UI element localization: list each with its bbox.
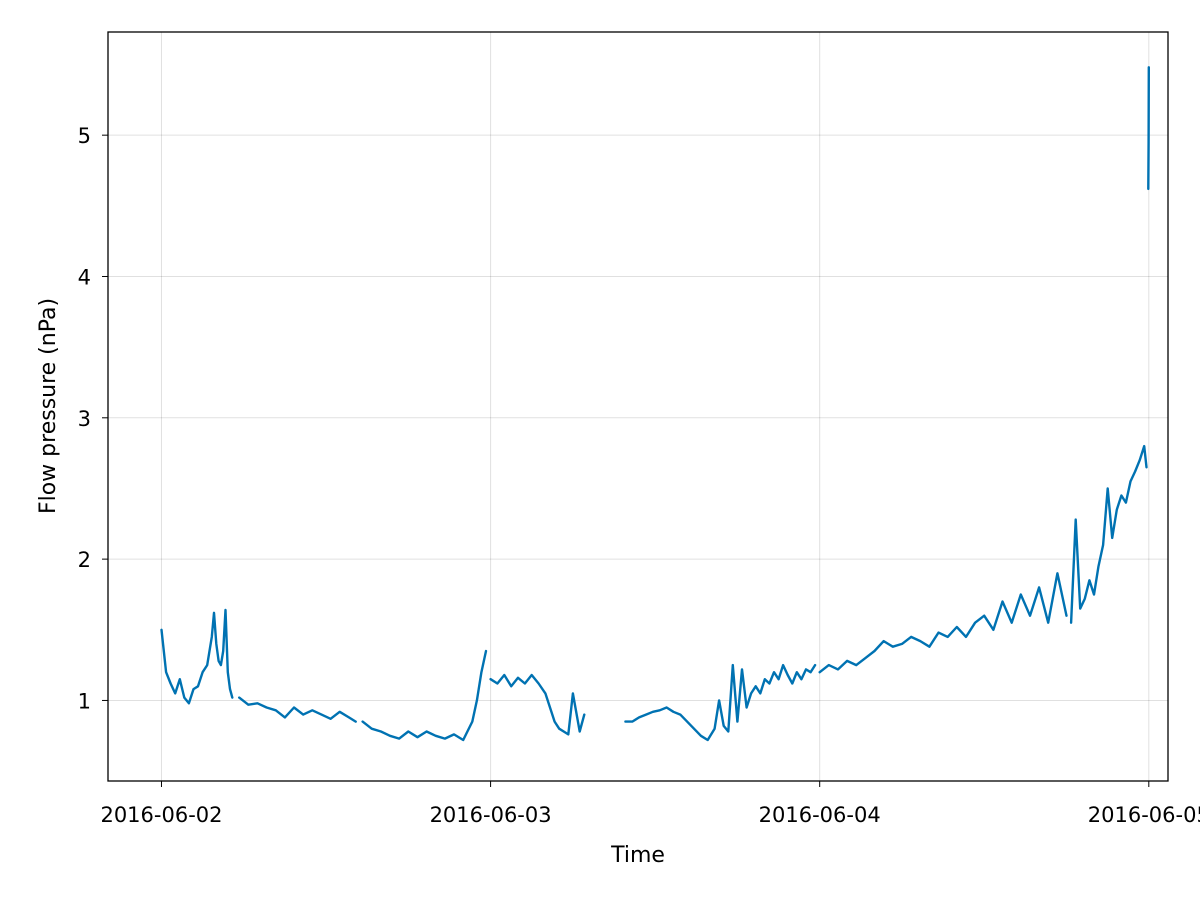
series-line-segment [1147,66,1150,191]
y-axis-title: Flow pressure (nPa) [36,298,61,514]
series-line-segment [489,673,586,736]
y-tick-label: 1 [78,689,91,713]
series-line-segment [361,649,488,742]
series-line-segment [624,663,817,742]
y-tick-label: 2 [78,548,91,572]
series-layer [160,66,1150,742]
series-line-segment [818,572,1068,674]
x-tick-label: 2016-06-02 [100,803,222,827]
series-line-segment [1069,444,1148,624]
series-line-segment [238,696,357,723]
y-tick-label: 4 [78,265,91,289]
plot-frame [107,31,1169,782]
y-tick-label: 5 [78,124,91,148]
y-tick-label: 3 [78,407,91,431]
y-axis: 1 2 3 4 5 [78,124,108,713]
series-line-segment [160,608,234,705]
x-axis-title: Time [610,843,665,868]
x-axis: 2016-06-02 2016-06-03 2016-06-04 2016-06-05 [100,781,1200,827]
x-tick-label: 2016-06-05 [1088,803,1200,827]
grid-lines [108,32,1168,781]
x-tick-label: 2016-06-03 [430,803,552,827]
x-tick-label: 2016-06-04 [759,803,881,827]
